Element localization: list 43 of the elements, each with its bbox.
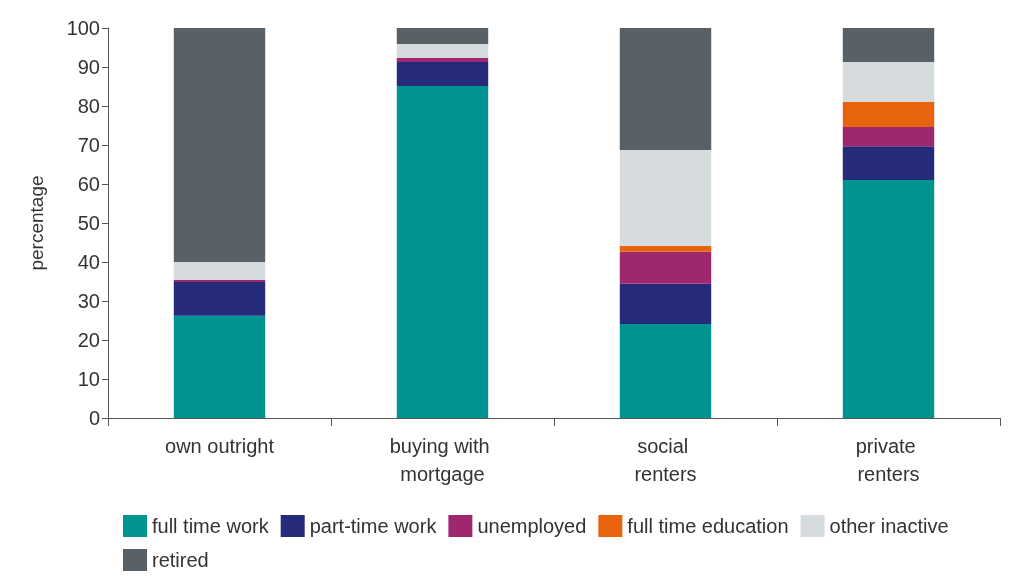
legend-label: unemployed [477, 515, 587, 537]
bar [619, 28, 712, 151]
y-tick-label: 30 [77, 290, 100, 312]
bar [842, 102, 935, 128]
y-tick-label: 20 [77, 329, 100, 351]
bar [842, 61, 935, 103]
y-tick-label: 90 [77, 56, 100, 78]
y-tick-label: 100 [66, 17, 100, 39]
bar [842, 146, 935, 181]
x-tick-label: buying with mortgage [389, 435, 496, 485]
bar [173, 262, 266, 280]
legend-label: full time education [627, 515, 789, 537]
x-tick-label: private renters [855, 435, 922, 485]
y-tick-label: 70 [77, 134, 100, 156]
legend-label: other inactive [829, 515, 949, 537]
bar [619, 251, 712, 284]
bar [396, 28, 489, 44]
bar [396, 58, 489, 62]
y-tick-label: 0 [88, 407, 100, 429]
x-tick-label: social renters [634, 435, 697, 485]
legend-label: part-time work [309, 515, 438, 537]
y-tick-label: 50 [77, 212, 100, 234]
y-axis-title: percentage [26, 175, 47, 271]
bar [173, 28, 266, 262]
y-tick-label: 80 [77, 95, 100, 117]
x-tick-label: own outright [165, 435, 275, 457]
bar [619, 150, 712, 247]
bar [619, 246, 712, 252]
bar [842, 127, 935, 147]
bar [842, 28, 935, 62]
legend-label: retired [152, 549, 209, 571]
bar [619, 324, 712, 418]
legend-label: full time work [152, 515, 270, 537]
bar [173, 281, 266, 316]
bar [619, 283, 712, 325]
bar [173, 315, 266, 418]
bar [842, 180, 935, 418]
y-tick-label: 60 [77, 173, 100, 195]
bar [396, 43, 489, 59]
y-tick-label: 40 [77, 251, 100, 273]
y-tick-label: 10 [77, 368, 100, 390]
bar [396, 86, 489, 418]
bar [396, 61, 489, 87]
